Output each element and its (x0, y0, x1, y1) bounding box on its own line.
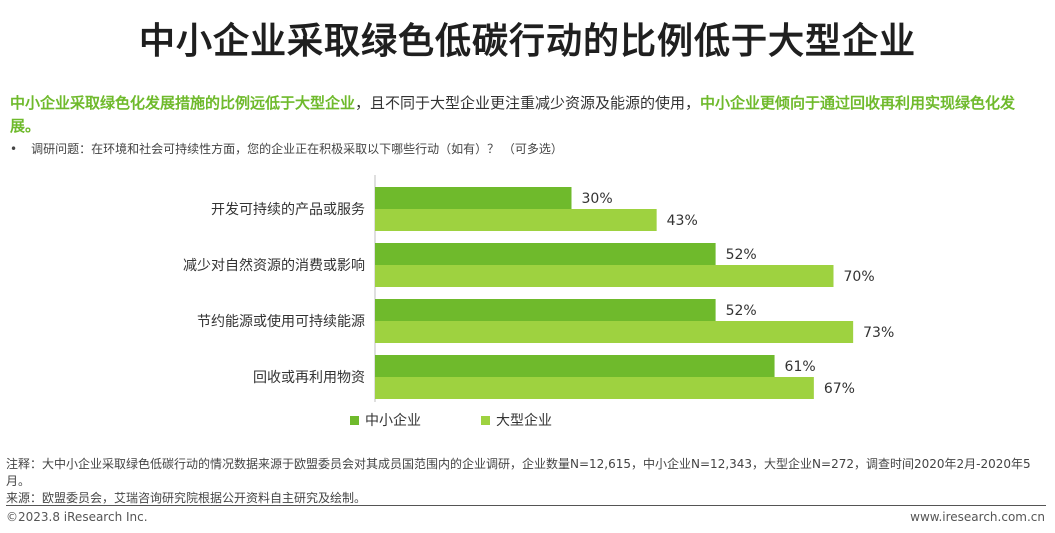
survey-question: • 调研问题：在环境和社会可持续性方面，您的企业正在积极采取以下哪些行动（如有）？… (10, 140, 563, 157)
summary-plain: ，且不同于大型企业更注重减少资源及能源的使用， (355, 94, 701, 112)
question-text: 调研问题：在环境和社会可持续性方面，您的企业正在积极采取以下哪些行动（如有）？ … (31, 142, 563, 156)
category-label: 开发可持续的产品或服务 (211, 201, 365, 218)
legend-swatch-large (481, 415, 490, 425)
bar-large (375, 377, 814, 399)
summary-highlight-1: 中小企业采取绿色化发展措施的比例远低于大型企业 (10, 94, 356, 112)
category-label: 减少对自然资源的消费或影响 (183, 257, 365, 274)
note-line: 注释：大中小企业采取绿色低碳行动的情况数据来源于欧盟委员会对其成员国范围内的企业… (6, 457, 1031, 488)
data-label: 52% (726, 247, 757, 263)
summary-end: 。 (25, 117, 41, 135)
summary-text: 中小企业采取绿色化发展措施的比例远低于大型企业，且不同于大型企业更注重减少资源及… (10, 92, 1045, 138)
page-title: 中小企业采取绿色低碳行动的比例低于大型企业 (138, 21, 916, 62)
legend-label-large: 大型企业 (496, 413, 552, 429)
legend-label-sme: 中小企业 (365, 413, 421, 429)
chart-notes: 注释：大中小企业采取绿色低碳行动的情况数据来源于欧盟委员会对其成员国范围内的企业… (6, 456, 1051, 507)
footer-website: www.iresearch.com.cn (910, 510, 1045, 524)
bullet-icon: • (10, 142, 18, 156)
data-label: 61% (785, 359, 816, 375)
bar-large (375, 321, 854, 343)
bar-sme (375, 355, 775, 377)
footer-divider (6, 505, 1046, 506)
legend-swatch-sme (350, 415, 359, 425)
summary-highlight-2: 中小企业更倾向于通过回收再利用实现绿色化发展 (10, 94, 1016, 135)
data-label: 43% (667, 213, 698, 229)
bar-large (375, 265, 834, 287)
bar-sme (375, 243, 716, 265)
data-label: 73% (863, 325, 894, 341)
category-label: 节约能源或使用可持续能源 (197, 313, 365, 330)
bar-large (375, 209, 657, 231)
legend-item-large: 大型企业 (481, 410, 552, 430)
legend-item-sme: 中小企业 (350, 410, 421, 430)
bar-sme (375, 299, 716, 321)
data-label: 30% (582, 191, 613, 207)
chart-legend: 中小企业 大型企业 (350, 410, 552, 430)
category-label: 回收或再利用物资 (253, 370, 365, 386)
data-label: 67% (824, 381, 855, 397)
bar-sme (375, 187, 572, 209)
data-label: 70% (844, 269, 875, 285)
bar-chart: 开发可持续的产品或服务 30% 43% 减少对自然资源的消费或影响 52% 70% 节约能源… (183, 175, 894, 402)
source-line: 来源：欧盟委员会，艾瑞咨询研究院根据公开资料自主研究及绘制。 (6, 491, 367, 505)
data-label: 52% (726, 303, 757, 319)
footer-copyright: ©2023.8 iResearch Inc. (6, 510, 148, 524)
